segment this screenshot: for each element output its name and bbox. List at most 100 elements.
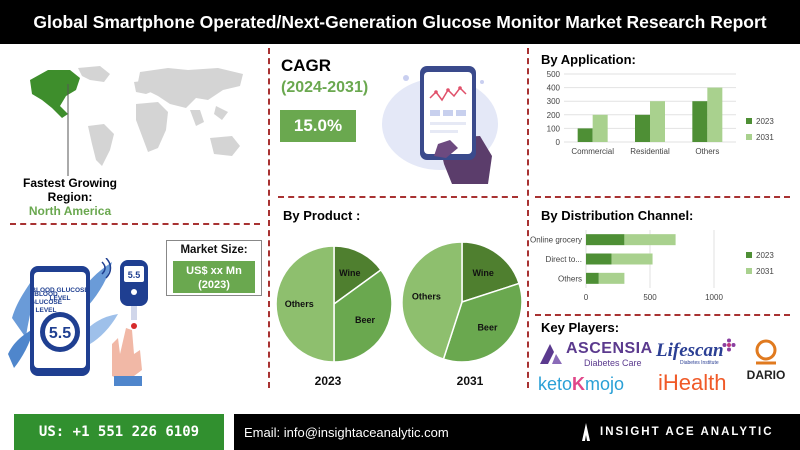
market-size-title: Market Size: (180, 244, 248, 256)
lifescan-sub: Diabetes Institute (680, 360, 719, 366)
dario-logo: DARIO (742, 338, 790, 384)
app-category-label: Others (695, 147, 719, 156)
screen-label: BLOOD GLUCOSE LEVEL (29, 291, 63, 314)
market-size-value: US$ xx Mn (186, 265, 242, 277)
pie-slice-label: Beer (355, 315, 376, 325)
pie-slice-label: Others (285, 299, 314, 309)
product-pie-2023: Wine Beer Others (275, 245, 393, 363)
app-bar (592, 114, 608, 142)
dist-legend-swatch (746, 252, 752, 258)
dist-legend-label: 2023 (756, 251, 774, 260)
app-bar (577, 128, 593, 142)
app-legend-swatch (746, 118, 752, 124)
app-bar (635, 114, 650, 142)
app-bar (650, 101, 665, 142)
ascensia-mark-icon (540, 344, 562, 364)
app-bar (692, 101, 708, 142)
market-size-year: (2023) (198, 279, 230, 291)
pie-slice-label: Others (412, 291, 441, 301)
ihealth-rest: Health (662, 370, 727, 395)
lifescan-flower-icon (722, 338, 736, 352)
pie-year-2023: 2023 (314, 374, 342, 388)
pie-slice (461, 241, 521, 304)
footer-phone[interactable]: US: +1 551 226 6109 (14, 414, 224, 450)
footer-email[interactable]: Email: info@insightaceanalytic.com (244, 424, 449, 440)
pie-slice (401, 241, 463, 361)
dist-legend-swatch (746, 268, 752, 274)
dario-mark-icon (755, 339, 777, 365)
ascensia-name: ASCENSIA (566, 340, 653, 357)
lifescan-logo: Lifescan Diabetes Institute (656, 338, 736, 368)
app-ytick-label: 0 (556, 138, 561, 147)
app-legend-swatch (746, 134, 752, 140)
application-title: By Application: (541, 52, 636, 67)
ketomojo-part-a: keto (538, 374, 573, 394)
app-ytick-label: 400 (547, 84, 561, 93)
ascensia-logo: ASCENSIA Diabetes Care (538, 340, 652, 370)
dist-bar (586, 234, 625, 246)
pie-year-2031: 2031 (456, 374, 484, 388)
cagr-years: (2024-2031) (281, 79, 369, 96)
svg-text:LEVEL: LEVEL (50, 295, 71, 302)
app-ytick-label: 500 (547, 70, 561, 79)
dist-xtick-label: 500 (643, 293, 657, 302)
world-map (30, 66, 243, 176)
ihealth-i: i (658, 370, 663, 395)
product-pie-2031: Wine Beer Others (401, 241, 523, 363)
dist-bar (586, 253, 612, 265)
footer-brand: INSIGHT ACE ANALYTIC (600, 426, 774, 438)
dist-bar (586, 272, 599, 284)
pie-slice (442, 282, 523, 363)
dist-category-label: Others (558, 274, 582, 283)
ketomojo-logo: ketoKmojo (538, 374, 642, 400)
svg-text:BLOOD GLUCOSE: BLOOD GLUCOSE (31, 287, 89, 294)
ketomojo-k-mark: K (572, 374, 586, 394)
app-legend-label: 2031 (756, 133, 774, 142)
dist-xtick-label: 1000 (705, 293, 723, 302)
divider-right-h1 (535, 196, 790, 198)
footer-bar: Email: info@insightaceanalytic.com INSIG… (234, 414, 800, 450)
dist-category-label: Online grocery (530, 236, 582, 245)
app-category-label: Commercial (571, 147, 614, 156)
ihealth-logo: iHealth (658, 370, 738, 398)
distribution-title: By Distribution Channel: (541, 208, 694, 223)
glucose-device-illustration: BLOOD GLUCOSE LEVEL 5.5 5.5 (8, 258, 148, 386)
pie-slice-label: Wine (472, 268, 493, 278)
app-ytick-label: 100 (547, 124, 561, 133)
phone-hand-illustration (382, 66, 498, 184)
key-players-title: Key Players: (541, 320, 620, 335)
report-title: Global Smartphone Operated/Next-Generati… (0, 0, 800, 44)
product-title: By Product : (283, 208, 361, 223)
pie-slice (333, 268, 393, 363)
divider-right (527, 48, 529, 388)
divider-left (268, 48, 270, 388)
region-label: Fastest Growing Region: (22, 176, 117, 204)
pie-slice (333, 245, 382, 306)
divider-mid-h (278, 196, 518, 198)
app-ytick-label: 200 (547, 111, 561, 120)
cagr-value: 15.0% (280, 110, 356, 142)
app-bar (707, 87, 723, 142)
pie-slice (275, 245, 335, 363)
dist-category-label: Direct to... (546, 255, 582, 264)
pie-slice-label: Wine (339, 268, 360, 278)
dist-bar (624, 234, 676, 246)
ascensia-sub: Diabetes Care (584, 358, 642, 368)
app-category-label: Residential (630, 147, 670, 156)
application-bar-chart: 0 100 200 300 400 500 Commercial Residential Oth… (547, 70, 775, 156)
dist-xtick-label: 0 (584, 293, 589, 302)
region-value: North America (28, 204, 112, 218)
cagr-title: CAGR (281, 56, 332, 75)
dist-legend-label: 2031 (756, 267, 774, 276)
brand-logo-icon (582, 423, 590, 441)
market-size-box: Market Size: US$ xx Mn (2023) (166, 240, 262, 296)
divider-right-h2 (535, 314, 790, 316)
svg-text:5.5: 5.5 (49, 325, 71, 342)
pie-slice-label: Beer (477, 322, 498, 332)
ketomojo-part-b: mojo (585, 374, 625, 394)
market-size-value-box: US$ xx Mn (2023) (173, 261, 255, 293)
app-ytick-label: 300 (547, 97, 561, 106)
lifescan-name: Lifescan (656, 340, 724, 361)
distribution-bar-chart: 0 500 1000 Online grocery Direct to... Others… (530, 230, 774, 302)
dist-bar (598, 272, 625, 284)
